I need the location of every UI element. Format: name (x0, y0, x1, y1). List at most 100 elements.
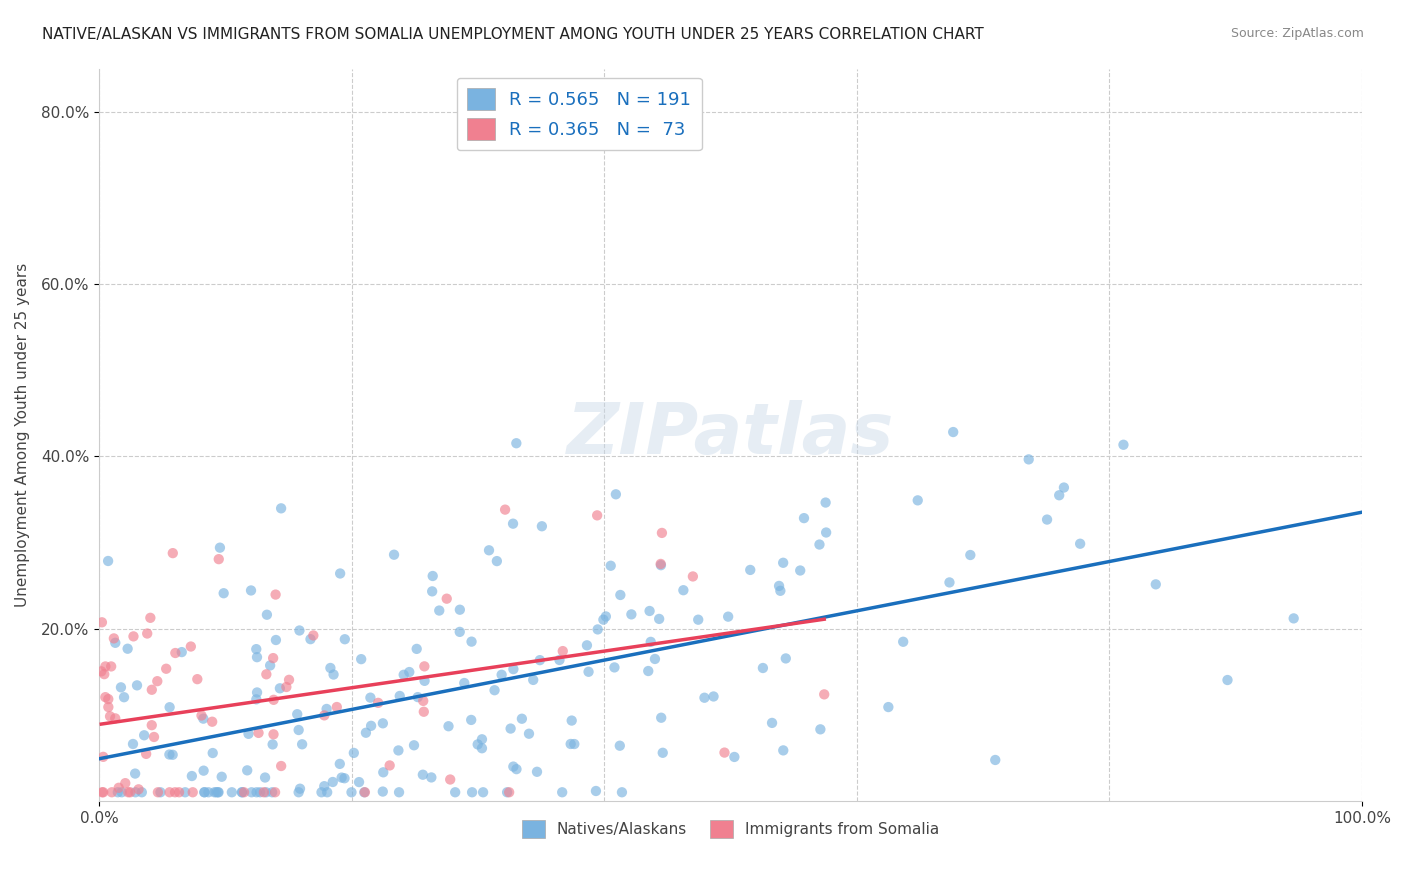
Point (672, 583, 695, 598)
Point (467, 738, 489, 752)
Point (761, 715, 783, 730)
Point (329, 756, 352, 771)
Point (117, 641, 139, 656)
Point (453, 676, 475, 690)
Point (586, 508, 609, 523)
Point (793, 511, 815, 525)
Point (131, 785, 153, 799)
Point (316, 785, 339, 799)
Point (560, 737, 582, 751)
Point (174, 785, 197, 799)
Point (270, 501, 292, 516)
Point (449, 603, 471, 617)
Point (208, 552, 231, 566)
Point (246, 650, 269, 665)
Point (373, 765, 395, 780)
Point (499, 722, 522, 736)
Point (134, 728, 156, 742)
Point (449, 624, 471, 639)
Point (167, 785, 190, 799)
Point (236, 764, 259, 778)
Point (204, 785, 226, 799)
Point (245, 642, 267, 657)
Point (392, 667, 415, 681)
Point (97, 692, 120, 706)
Point (330, 771, 353, 785)
Point (460, 634, 482, 648)
Point (1216, 673, 1239, 687)
Point (107, 780, 129, 795)
Point (302, 628, 325, 642)
Text: ZIPatlas: ZIPatlas (567, 401, 894, 469)
Point (264, 632, 287, 647)
Point (371, 784, 394, 798)
Point (124, 766, 146, 780)
Point (461, 785, 484, 799)
Point (285, 707, 308, 722)
Point (120, 785, 142, 799)
Point (101, 785, 124, 799)
Point (162, 546, 184, 560)
Point (382, 548, 405, 562)
Point (343, 746, 366, 760)
Point (264, 588, 287, 602)
Point (517, 727, 540, 741)
Point (311, 785, 333, 799)
Point (259, 658, 281, 673)
Point (427, 603, 450, 617)
Point (322, 775, 344, 789)
Point (125, 678, 148, 692)
Point (529, 653, 551, 667)
Point (165, 646, 187, 660)
Point (91, 785, 114, 799)
Point (769, 583, 792, 598)
Point (264, 785, 287, 799)
Point (97, 700, 120, 714)
Point (752, 661, 775, 675)
Point (575, 638, 598, 652)
Point (93, 667, 115, 681)
Point (551, 644, 574, 658)
Point (1144, 577, 1167, 591)
Point (412, 694, 434, 708)
Point (231, 785, 253, 799)
Point (599, 558, 621, 573)
Point (768, 579, 790, 593)
Point (460, 713, 482, 727)
Text: Source: ZipAtlas.com: Source: ZipAtlas.com (1230, 27, 1364, 40)
Point (387, 743, 409, 757)
Point (688, 613, 710, 627)
Point (208, 541, 231, 555)
Point (1047, 488, 1070, 502)
Point (207, 785, 229, 799)
Point (193, 785, 215, 799)
Point (141, 718, 163, 732)
Point (201, 714, 224, 729)
Point (238, 727, 260, 741)
Point (405, 641, 427, 656)
Point (205, 785, 228, 799)
Point (315, 702, 337, 716)
Point (122, 737, 145, 751)
Point (717, 609, 740, 624)
Point (609, 739, 631, 753)
Point (197, 785, 219, 799)
Point (412, 768, 434, 782)
Point (249, 785, 271, 799)
Point (1112, 438, 1135, 452)
Point (322, 667, 344, 681)
Point (877, 700, 900, 714)
Point (221, 785, 243, 799)
Point (360, 719, 382, 733)
Point (340, 785, 363, 799)
Point (502, 759, 524, 773)
Point (233, 785, 256, 799)
Point (246, 685, 269, 699)
Point (1053, 481, 1076, 495)
Point (398, 665, 420, 679)
Point (162, 747, 184, 762)
Point (496, 785, 519, 799)
Point (815, 525, 838, 540)
Point (406, 690, 429, 705)
Y-axis label: Unemployment Among Youth under 25 years: Unemployment Among Youth under 25 years (15, 262, 30, 607)
